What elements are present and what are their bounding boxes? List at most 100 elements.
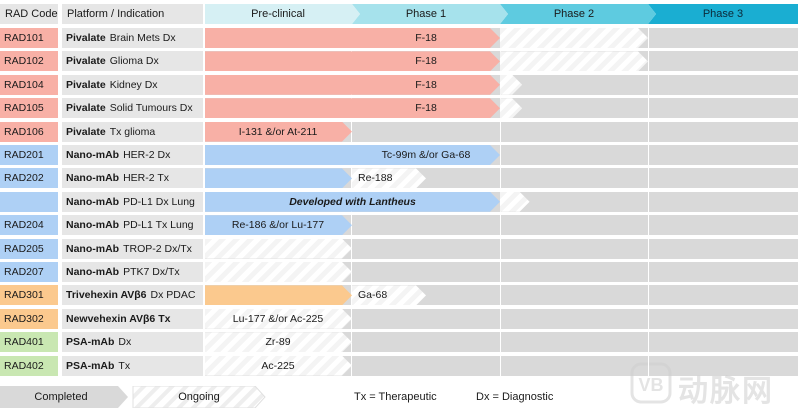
row-code: RAD205: [0, 238, 58, 259]
watermark: VB 动脉网: [628, 360, 798, 410]
row-indication: Kidney Dx: [109, 78, 158, 91]
row-platform: Trivehexin AVβ6 Dx PDAC: [62, 285, 203, 306]
row-ongoing-bar: [500, 98, 522, 118]
row-ongoing-bar: [205, 262, 352, 282]
row-code: RAD101: [0, 28, 58, 48]
row-background: [205, 215, 798, 236]
row-background: [205, 332, 798, 353]
row-platform: Pivalate Tx glioma: [62, 121, 203, 142]
row-background: [205, 121, 798, 142]
row-background: [205, 238, 798, 259]
row-completed-bar: [205, 285, 352, 305]
row-bar-label: F-18: [415, 32, 437, 44]
row-bar-label: Developed with Lantheus: [289, 195, 416, 208]
row-platform: PSA-mAb Tx: [62, 355, 203, 376]
phase-arrow-0: [205, 4, 360, 24]
legend: Completed Ongoing Tx = Therapeutic Dx = …: [0, 386, 800, 408]
row-completed-bar: [205, 168, 352, 188]
row-platform-name: Nano-mAb: [66, 242, 120, 255]
row-platform: Nano-mAb PD-L1 Tx Lung: [62, 215, 203, 236]
row-bar-label: Ac-225: [261, 359, 295, 372]
row-indication: Brain Mets Dx: [109, 32, 176, 44]
row-platform-name: Newvehexin AVβ6 Tx: [66, 312, 171, 325]
row-platform: Nano-mAb TROP-2 Dx/Tx: [62, 238, 203, 259]
row-platform: Nano-mAb PD-L1 Dx Lung: [62, 191, 203, 212]
row-code: RAD202: [0, 168, 58, 189]
row-bar-label: Lu-177 &/or Ac-225: [232, 312, 324, 325]
row-platform-name: PSA-mAb: [66, 359, 115, 372]
row-indication: Glioma Dx: [109, 55, 159, 68]
phase-arrow-2: [500, 4, 656, 24]
row-bar-label: F-18: [415, 78, 437, 91]
row-background: [205, 355, 798, 376]
row-platform-name: Nano-mAb: [66, 172, 120, 185]
pipeline-table: RAD Code Platform / Indication Pre-clini…: [0, 4, 798, 376]
row-platform-name: PSA-mAb: [66, 336, 115, 349]
row-bar-label: I-131 &/or At-211: [238, 125, 318, 138]
row-bar-label: Re-186 &/or Lu-177: [231, 219, 325, 232]
row-platform-name: Nano-mAb: [66, 219, 120, 232]
row-platform: Pivalate Glioma Dx: [62, 51, 203, 72]
svg-text:VB: VB: [638, 375, 663, 395]
phase-header-phase1: Phase 1: [405, 8, 447, 20]
row-completed-bar: [205, 75, 500, 95]
legend-dx-label: Dx = Diagnostic: [476, 391, 554, 403]
row-code: RAD106: [0, 121, 58, 142]
row-bar-label: F-18: [415, 55, 437, 68]
row-code: RAD301: [0, 285, 58, 306]
legend-ongoing-label: Ongoing: [178, 391, 220, 403]
row-platform: Nano-mAb PTK7 Dx/Tx: [62, 262, 203, 282]
row-ongoing-bar: [205, 309, 352, 329]
row-background: [205, 262, 798, 282]
row-completed-bar: [205, 192, 500, 212]
row-platform: PSA-mAb Dx: [62, 332, 203, 353]
row-platform-name: Pivalate: [66, 55, 106, 68]
row-background: [205, 308, 798, 329]
row-ongoing-bar: [500, 51, 648, 71]
legend-tx-label: Tx = Therapeutic: [354, 391, 437, 403]
row-code: RAD201: [0, 145, 58, 165]
row-indication: HER-2 Dx: [123, 149, 171, 161]
row-code: RAD207: [0, 262, 58, 282]
legend-ongoing-swatch: [132, 386, 266, 408]
row-indication: TROP-2 Dx/Tx: [123, 242, 192, 255]
row-ongoing-bar: [205, 332, 352, 352]
row-bar-label: Tc-99m &/or Ga-68: [381, 149, 471, 161]
row-indication: Tx: [118, 359, 131, 372]
row-indication: PD-L1 Tx Lung: [123, 219, 194, 232]
row-ongoing-bar: [205, 356, 352, 376]
row-platform-name: Nano-mAb: [66, 266, 120, 278]
row-ongoing-bar: [352, 168, 426, 188]
row-platform: Pivalate Brain Mets Dx: [62, 28, 203, 48]
row-indication: Dx PDAC: [150, 289, 196, 302]
row-platform: Nano-mAb HER-2 Tx: [62, 168, 203, 189]
row-code: RAD401: [0, 332, 58, 353]
row-platform: Pivalate Solid Tumours Dx: [62, 98, 203, 119]
phase-arrow-3: [648, 4, 798, 24]
row-code: RAD104: [0, 74, 58, 95]
row-completed-bar: [205, 122, 352, 142]
row-completed-bar: [205, 145, 500, 165]
row-bar-label: F-18: [415, 102, 437, 115]
row-code: RAD402: [0, 355, 58, 376]
phase-header-phase2: Phase 2: [553, 8, 595, 20]
legend-completed-label: Completed: [34, 391, 88, 403]
row-completed-bar: [205, 215, 352, 235]
row-code: [0, 191, 58, 212]
row-bar-label: Ga-68: [358, 289, 388, 302]
row-platform-name: Pivalate: [66, 32, 106, 44]
legend-shapes: [0, 386, 266, 408]
row-ongoing-bar: [500, 28, 648, 48]
row-indication: PTK7 Dx/Tx: [123, 266, 180, 278]
phase-header-phase3: Phase 3: [702, 8, 744, 20]
row-platform-name: Nano-mAb: [66, 149, 120, 161]
row-ongoing-bar: [352, 285, 426, 305]
header-platform-indication: Platform / Indication: [62, 4, 203, 24]
row-platform: Newvehexin AVβ6 Tx: [62, 308, 203, 329]
legend-completed-swatch: [0, 386, 128, 408]
row-code: RAD102: [0, 51, 58, 72]
row-bar-label: Re-188: [358, 172, 393, 185]
row-ongoing-bar: [500, 75, 522, 95]
row-ongoing-bar: [205, 239, 352, 259]
row-completed-bar: [205, 28, 500, 48]
